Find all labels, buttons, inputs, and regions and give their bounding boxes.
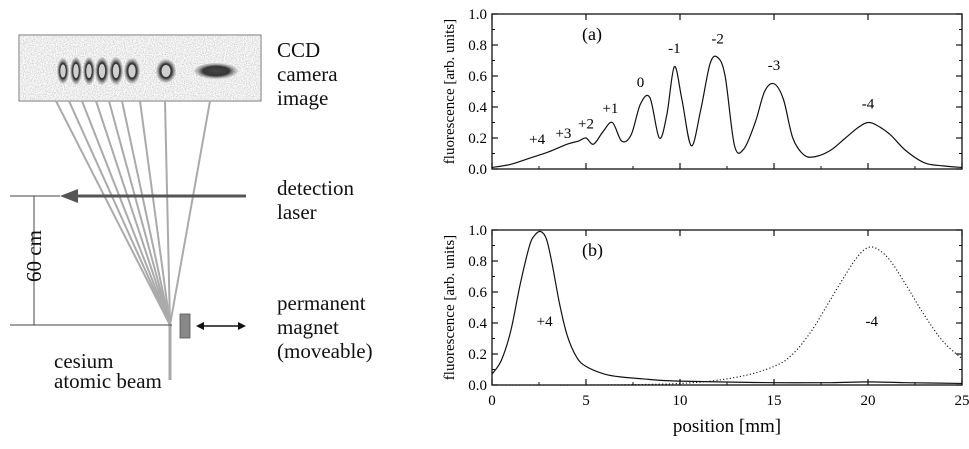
diverging-beam-lines — [55, 100, 211, 326]
beam-line — [139, 100, 171, 326]
chart-panel-b: 0.0 0.2 0.4 0.6 0.8 1.0 0 5 10 15 20 25 position [mm… — [442, 223, 969, 437]
beam-line — [55, 100, 171, 326]
permanent-magnet — [179, 313, 191, 339]
plot-frame — [491, 229, 963, 386]
detection-laser-label: detection laser — [277, 176, 354, 224]
apparatus-schematic — [10, 34, 262, 380]
y-tick-label: 0.0 — [468, 378, 487, 394]
ccd-image — [18, 34, 262, 102]
ccd-spot-core — [86, 64, 92, 78]
beam-line — [95, 100, 171, 326]
ccd-spot-core — [112, 64, 120, 78]
series-line-dotted — [491, 246, 963, 386]
chart-panel-a: 0.0 0.2 0.4 0.6 0.8 1.0 fluorescence [arb. uni… — [442, 7, 963, 178]
y-tick-label: 1.0 — [468, 7, 487, 23]
y-tick-label: 0.4 — [468, 316, 487, 332]
cesium-beam-label: cesium atomic beam — [54, 349, 162, 393]
x-tick-label: 20 — [861, 393, 876, 409]
x-tick-label: 10 — [673, 393, 688, 409]
panel-label: (a) — [582, 24, 602, 45]
y-tick-label: 0.6 — [468, 285, 487, 301]
series-line — [491, 230, 963, 385]
y-tick-label: 0.2 — [468, 131, 487, 147]
ccd-spot-core — [98, 64, 106, 78]
ccd-spot-core — [128, 64, 136, 78]
y-tick-label: 0.8 — [468, 38, 487, 54]
peak-label: +3 — [555, 126, 571, 142]
y-tick-label: 0.2 — [468, 347, 487, 363]
peak-label: +1 — [602, 101, 618, 117]
beam-line — [81, 100, 171, 326]
series-line — [491, 55, 963, 169]
x-tick-label: 15 — [767, 393, 782, 409]
beam-line — [121, 100, 171, 326]
y-tick-label: 0.4 — [468, 100, 487, 116]
beam-line — [68, 100, 171, 326]
ccd-spot-core — [73, 64, 79, 78]
y-tick-label: 0.6 — [468, 69, 487, 85]
distance-label: 60 cm — [22, 230, 46, 282]
magnet-label: permanent magnet (moveable) — [277, 291, 373, 363]
beam-line — [164, 100, 171, 326]
x-tick-label: 5 — [582, 393, 590, 409]
ccd-spot-core — [60, 64, 66, 78]
y-tick-label: 1.0 — [468, 223, 487, 239]
y-tick-label: 0.0 — [468, 162, 487, 178]
ccd-spot-core — [161, 65, 171, 77]
peak-label: +4 — [537, 314, 553, 330]
peak-label: -1 — [668, 41, 681, 57]
panel-label: (b) — [582, 240, 603, 261]
peak-label: -3 — [768, 58, 781, 74]
beam-line — [169, 100, 211, 326]
peak-label: 0 — [637, 75, 645, 91]
peak-label: -2 — [711, 31, 724, 47]
x-axis-label: position [mm] — [673, 416, 781, 437]
x-tick-label: 25 — [955, 393, 969, 409]
peak-label: +4 — [529, 132, 545, 148]
peak-label: -4 — [866, 314, 879, 330]
y-axis-label: fluorescence [arb. units] — [442, 235, 458, 380]
ccd-spot — [194, 63, 238, 79]
detection-laser-arrow — [60, 189, 246, 203]
distance-marker — [10, 195, 172, 326]
beam-line — [108, 100, 171, 326]
y-tick-label: 0.8 — [468, 254, 487, 270]
peak-label: -4 — [862, 97, 875, 113]
x-tick-label: 0 — [488, 393, 496, 409]
y-axis-label: fluorescence [arb. units] — [442, 19, 458, 164]
magnet-move-arrow — [196, 322, 246, 330]
ccd-camera-label: CCD camera image — [277, 38, 338, 110]
peak-label: +2 — [578, 117, 594, 133]
